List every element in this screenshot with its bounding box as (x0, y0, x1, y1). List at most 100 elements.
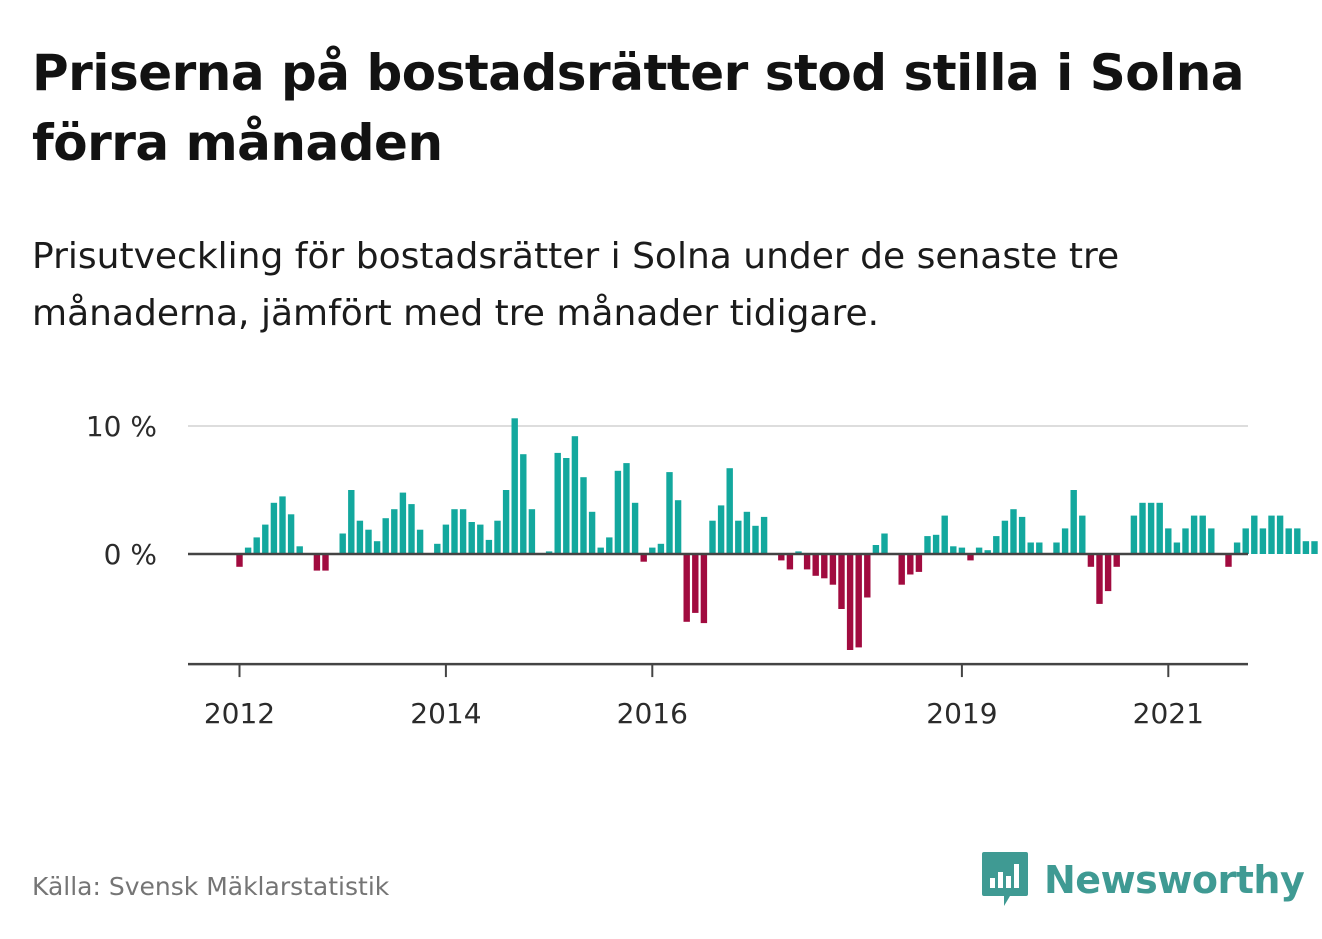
bar (649, 547, 656, 554)
bar (391, 509, 398, 554)
bar (442, 524, 450, 554)
bar (1010, 509, 1017, 554)
bar (692, 554, 699, 613)
bar (1104, 554, 1112, 592)
bar (459, 509, 467, 554)
bar (1190, 515, 1198, 554)
chart-title: Priserna på bostadsrätter stod stilla i … (32, 44, 1245, 172)
bar (666, 472, 673, 554)
bar (726, 468, 733, 554)
bar (657, 543, 665, 554)
bar (1018, 516, 1026, 554)
bar (1285, 528, 1292, 554)
bar (821, 554, 828, 579)
bar (881, 533, 888, 554)
bar (915, 554, 923, 572)
bar (674, 500, 682, 554)
bar (752, 525, 759, 554)
bar (253, 537, 260, 554)
bar (1276, 515, 1284, 554)
bar (640, 554, 647, 562)
bar (898, 554, 905, 585)
bar (838, 554, 845, 609)
chart-subtitle: Prisutveckling för bostadsrätter i Solna… (32, 236, 1120, 334)
bar (1268, 515, 1275, 554)
bar (597, 547, 604, 554)
brand-logo[interactable]: Newsworthy (980, 850, 1305, 910)
bar (803, 554, 811, 570)
bar (1061, 528, 1069, 554)
bar (760, 516, 768, 554)
bar (502, 490, 510, 554)
bar (554, 452, 561, 554)
bar (1208, 528, 1215, 554)
source-note: Källa: Svensk Mäklarstatistik (32, 872, 390, 901)
bar (614, 470, 622, 554)
bar (932, 534, 940, 554)
bar (786, 554, 794, 570)
bar (1173, 542, 1181, 554)
bar (485, 539, 493, 554)
bar (451, 509, 458, 554)
bar (313, 554, 321, 571)
bars (236, 418, 1318, 650)
bar (339, 533, 346, 554)
bar (717, 505, 725, 554)
bar (1302, 541, 1310, 554)
bar (477, 524, 484, 554)
bar (812, 554, 819, 576)
bar-chart: 10 %0 %2012201420162019202120230 % (86, 410, 1318, 730)
bar (1233, 542, 1241, 554)
bar (511, 418, 518, 554)
newsworthy-logo-icon (982, 852, 1028, 906)
y-tick-label: 10 % (86, 410, 157, 443)
bar (244, 547, 252, 554)
bar (494, 520, 501, 554)
bar (778, 554, 785, 561)
bar (1182, 528, 1189, 554)
x-tick-label: 2019 (926, 697, 997, 730)
bar (1087, 554, 1095, 567)
bar (365, 529, 372, 554)
bar (545, 551, 553, 554)
bar (434, 543, 441, 554)
brand-name: Newsworthy (1044, 858, 1305, 902)
bar (236, 554, 243, 567)
bar (1294, 528, 1301, 554)
bar (950, 546, 957, 554)
axes (188, 552, 1248, 678)
bar (1259, 528, 1267, 554)
bar (1242, 528, 1249, 554)
bar (1053, 542, 1060, 554)
bar (1070, 490, 1077, 554)
bar (1311, 541, 1318, 554)
bar (958, 547, 966, 554)
bar (907, 554, 914, 575)
bar (1036, 542, 1043, 554)
bar (1251, 515, 1258, 554)
bar (520, 454, 527, 554)
bar (373, 541, 381, 554)
bar (1199, 515, 1206, 554)
bar (399, 492, 407, 554)
bar (924, 536, 931, 554)
bar (700, 554, 708, 624)
bar (1027, 542, 1034, 554)
bar (941, 515, 948, 554)
y-tick-label: 0 % (104, 538, 157, 571)
bar (1096, 554, 1103, 604)
bar (846, 554, 854, 650)
bar (296, 546, 303, 554)
x-tick-label: 2016 (617, 697, 688, 730)
bar (975, 547, 983, 554)
bar (795, 551, 802, 554)
bar (829, 554, 837, 585)
bar (709, 520, 716, 554)
bar (631, 502, 639, 554)
bar (528, 509, 536, 554)
bar (408, 504, 415, 554)
bar (872, 545, 880, 554)
bar (623, 463, 630, 554)
bar (683, 554, 690, 622)
x-tick-label: 2014 (410, 697, 481, 730)
